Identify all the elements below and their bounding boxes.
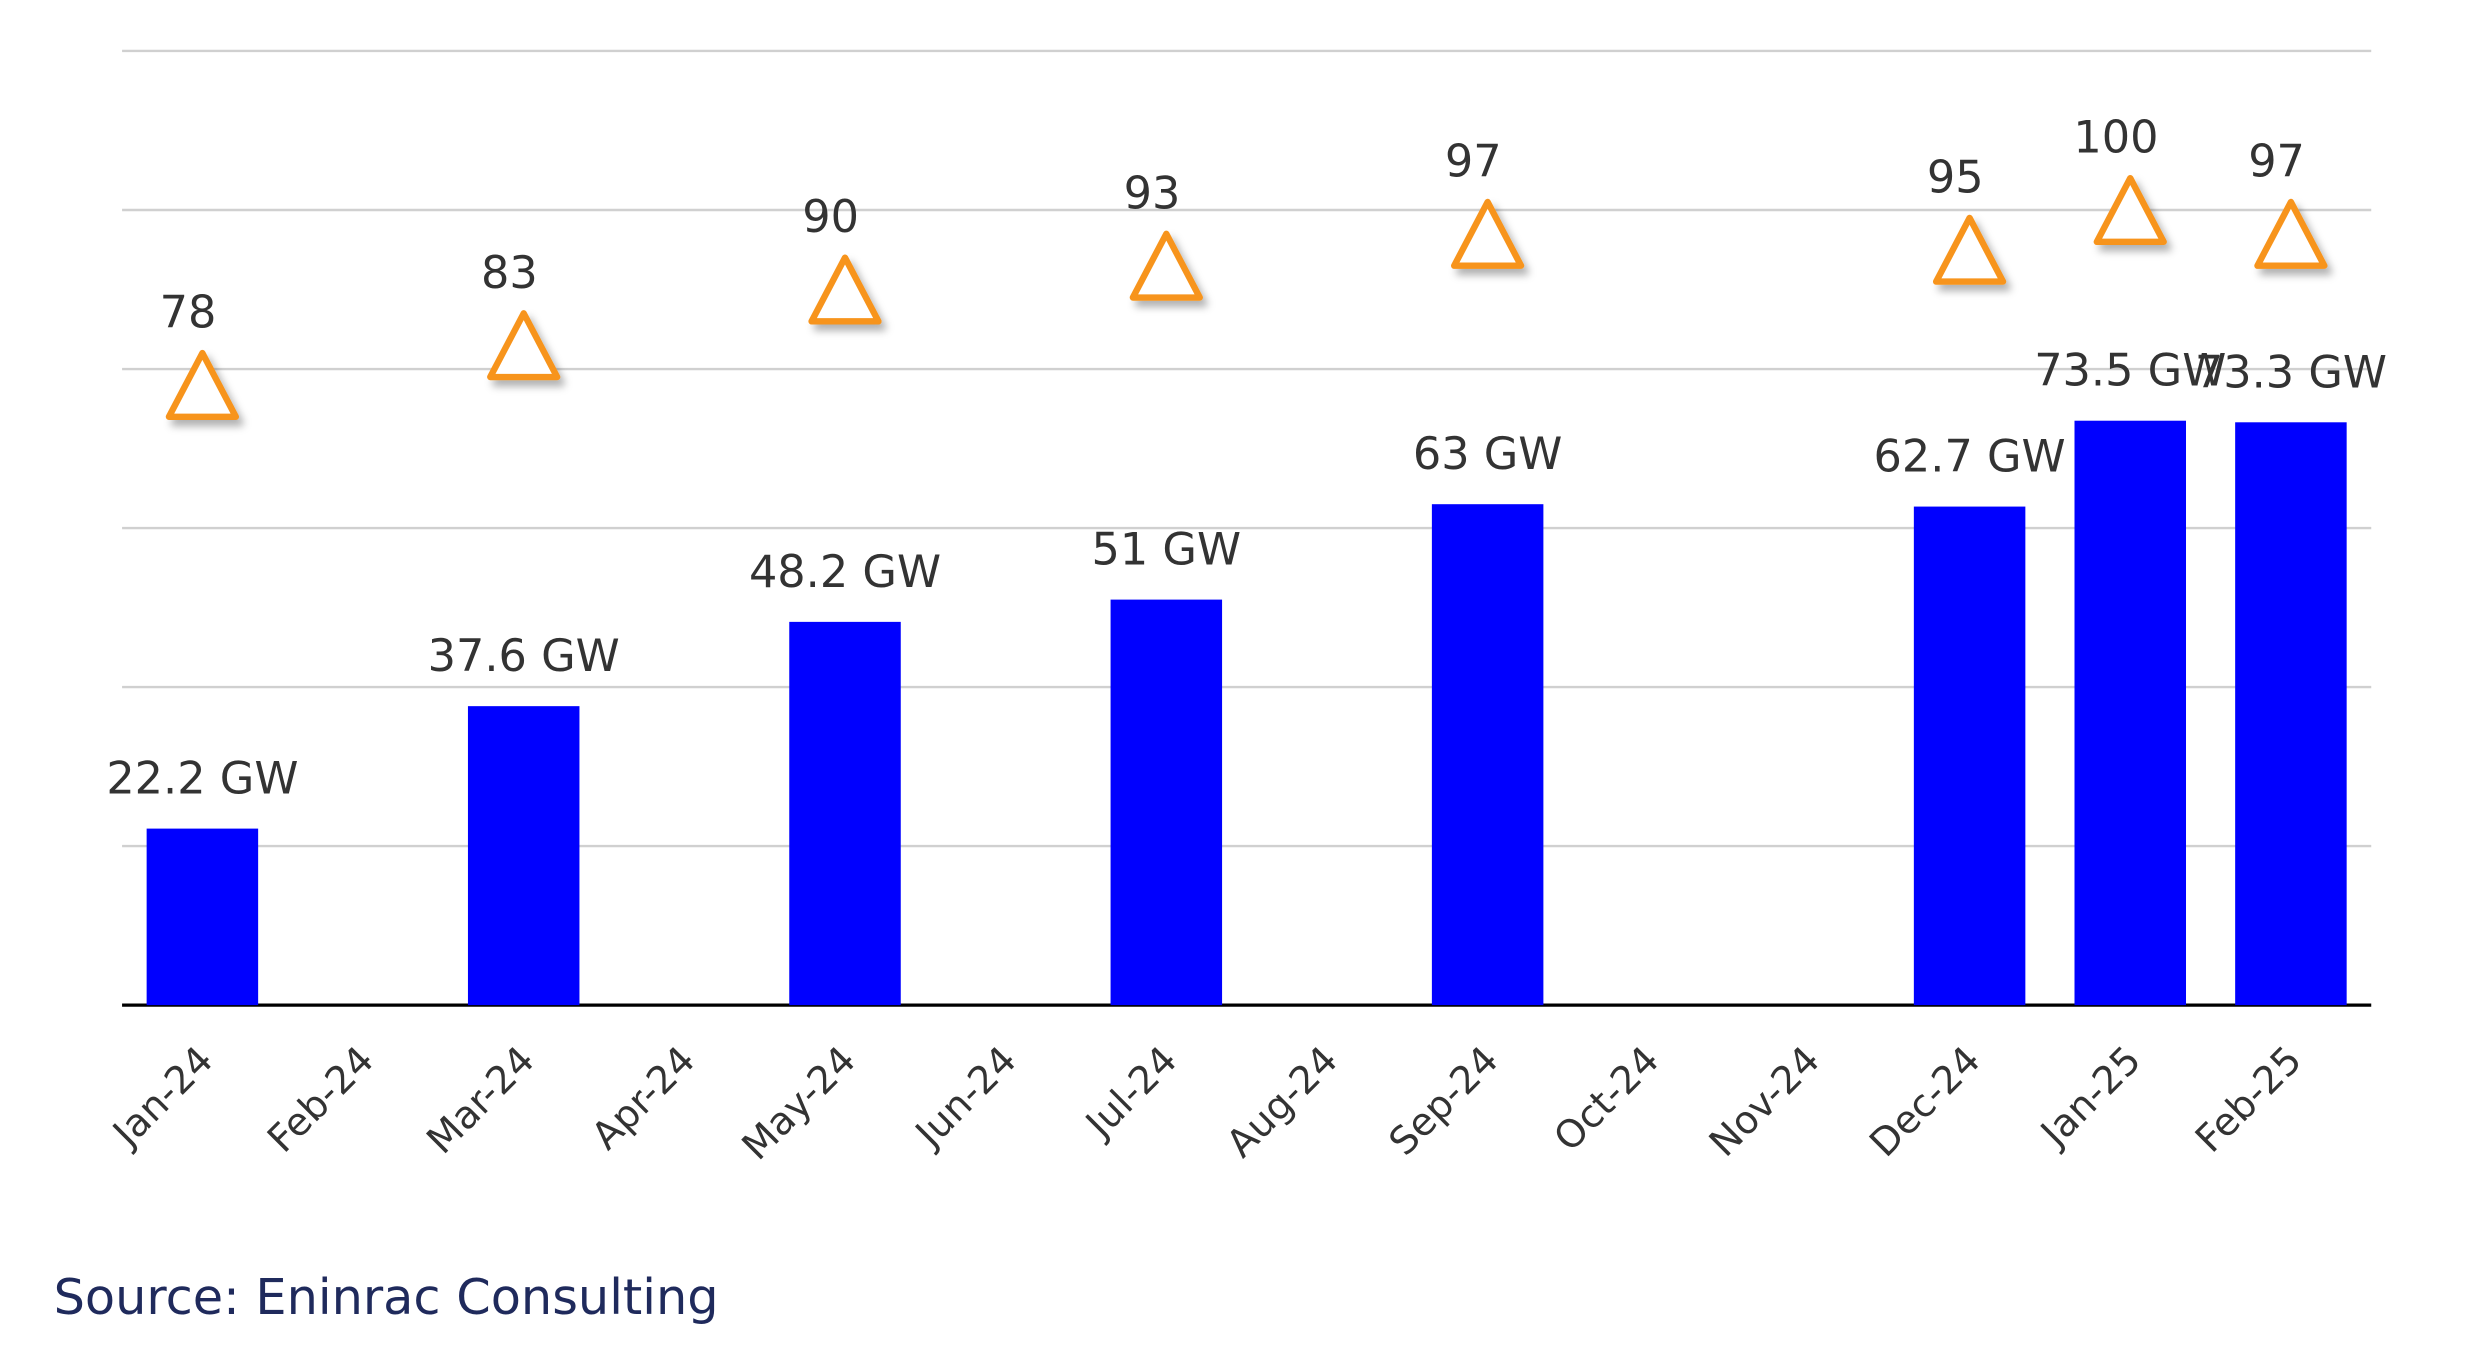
x-tick-label: Nov-24	[1701, 1038, 1828, 1165]
x-tick-label: Apr-24	[584, 1038, 704, 1158]
x-axis-ticks: Jan-24 Feb-24 Mar-24 Apr-24 May-24 Jun-24 Jul-…	[104, 1038, 2311, 1169]
marker-label: 97	[1445, 136, 1502, 188]
bar-label: 48.2 GW	[749, 546, 941, 598]
marker-label: 83	[481, 247, 538, 299]
marker-label: 100	[2073, 112, 2158, 164]
x-tick-label: Oct-24	[1546, 1038, 1668, 1160]
x-tick-label: Feb-24	[260, 1038, 383, 1161]
bar	[1913, 506, 2026, 1006]
x-tick-label: Aug-24	[1219, 1038, 1347, 1166]
x-tick-label: Jun-24	[907, 1038, 1026, 1157]
bar-label: 51 GW	[1092, 524, 1242, 576]
bars	[146, 420, 2347, 1006]
bar-label: 22.2 GW	[106, 753, 298, 805]
bar-label: 73.3 GW	[2195, 346, 2387, 398]
triangle-marker	[2093, 174, 2167, 246]
x-tick-label: Mar-24	[419, 1038, 544, 1163]
bar	[2074, 420, 2187, 1006]
x-tick-label: Jul-24	[1077, 1038, 1186, 1147]
bar	[467, 706, 580, 1006]
bar-label: 73.5 GW	[2034, 345, 2226, 397]
triangle-marker	[1450, 198, 1525, 269]
gridlines	[122, 49, 2372, 1007]
bar-label: 62.7 GW	[1874, 431, 2066, 483]
source-note: Source: Eninrac Consulting	[54, 1268, 719, 1326]
markers	[165, 174, 2328, 420]
marker-label: 95	[1927, 151, 1984, 203]
triangle-marker	[1129, 230, 1203, 301]
bar	[1110, 599, 1223, 1006]
triangle-marker	[165, 349, 240, 420]
marker-label: 78	[160, 287, 217, 339]
triangle-marker	[1932, 214, 2007, 285]
data-labels: 22.2 GW 78 37.6 GW 83 48.2 GW 90 51 GW 93 63 GW 9…	[106, 112, 2387, 805]
bar	[1431, 504, 1544, 1006]
triangle-marker	[2254, 198, 2328, 269]
marker-label: 93	[1124, 167, 1181, 219]
marker-label: 90	[802, 191, 859, 243]
bar	[146, 828, 259, 1006]
x-tick-label: Dec-24	[1862, 1038, 1990, 1166]
x-tick-label: Jan-24	[104, 1038, 222, 1156]
bar-label: 37.6 GW	[428, 630, 620, 682]
marker-label: 97	[2248, 136, 2305, 188]
x-tick-label: May-24	[734, 1038, 865, 1169]
x-tick-label: Feb-25	[2188, 1038, 2311, 1161]
bar-label: 63 GW	[1413, 428, 1563, 480]
bar	[2235, 422, 2347, 1006]
triangle-marker	[487, 310, 561, 381]
bar	[789, 621, 901, 1006]
x-tick-label: Sep-24	[1381, 1038, 1507, 1164]
x-tick-label: Jan-25	[2032, 1038, 2150, 1156]
triangle-marker	[808, 254, 882, 325]
